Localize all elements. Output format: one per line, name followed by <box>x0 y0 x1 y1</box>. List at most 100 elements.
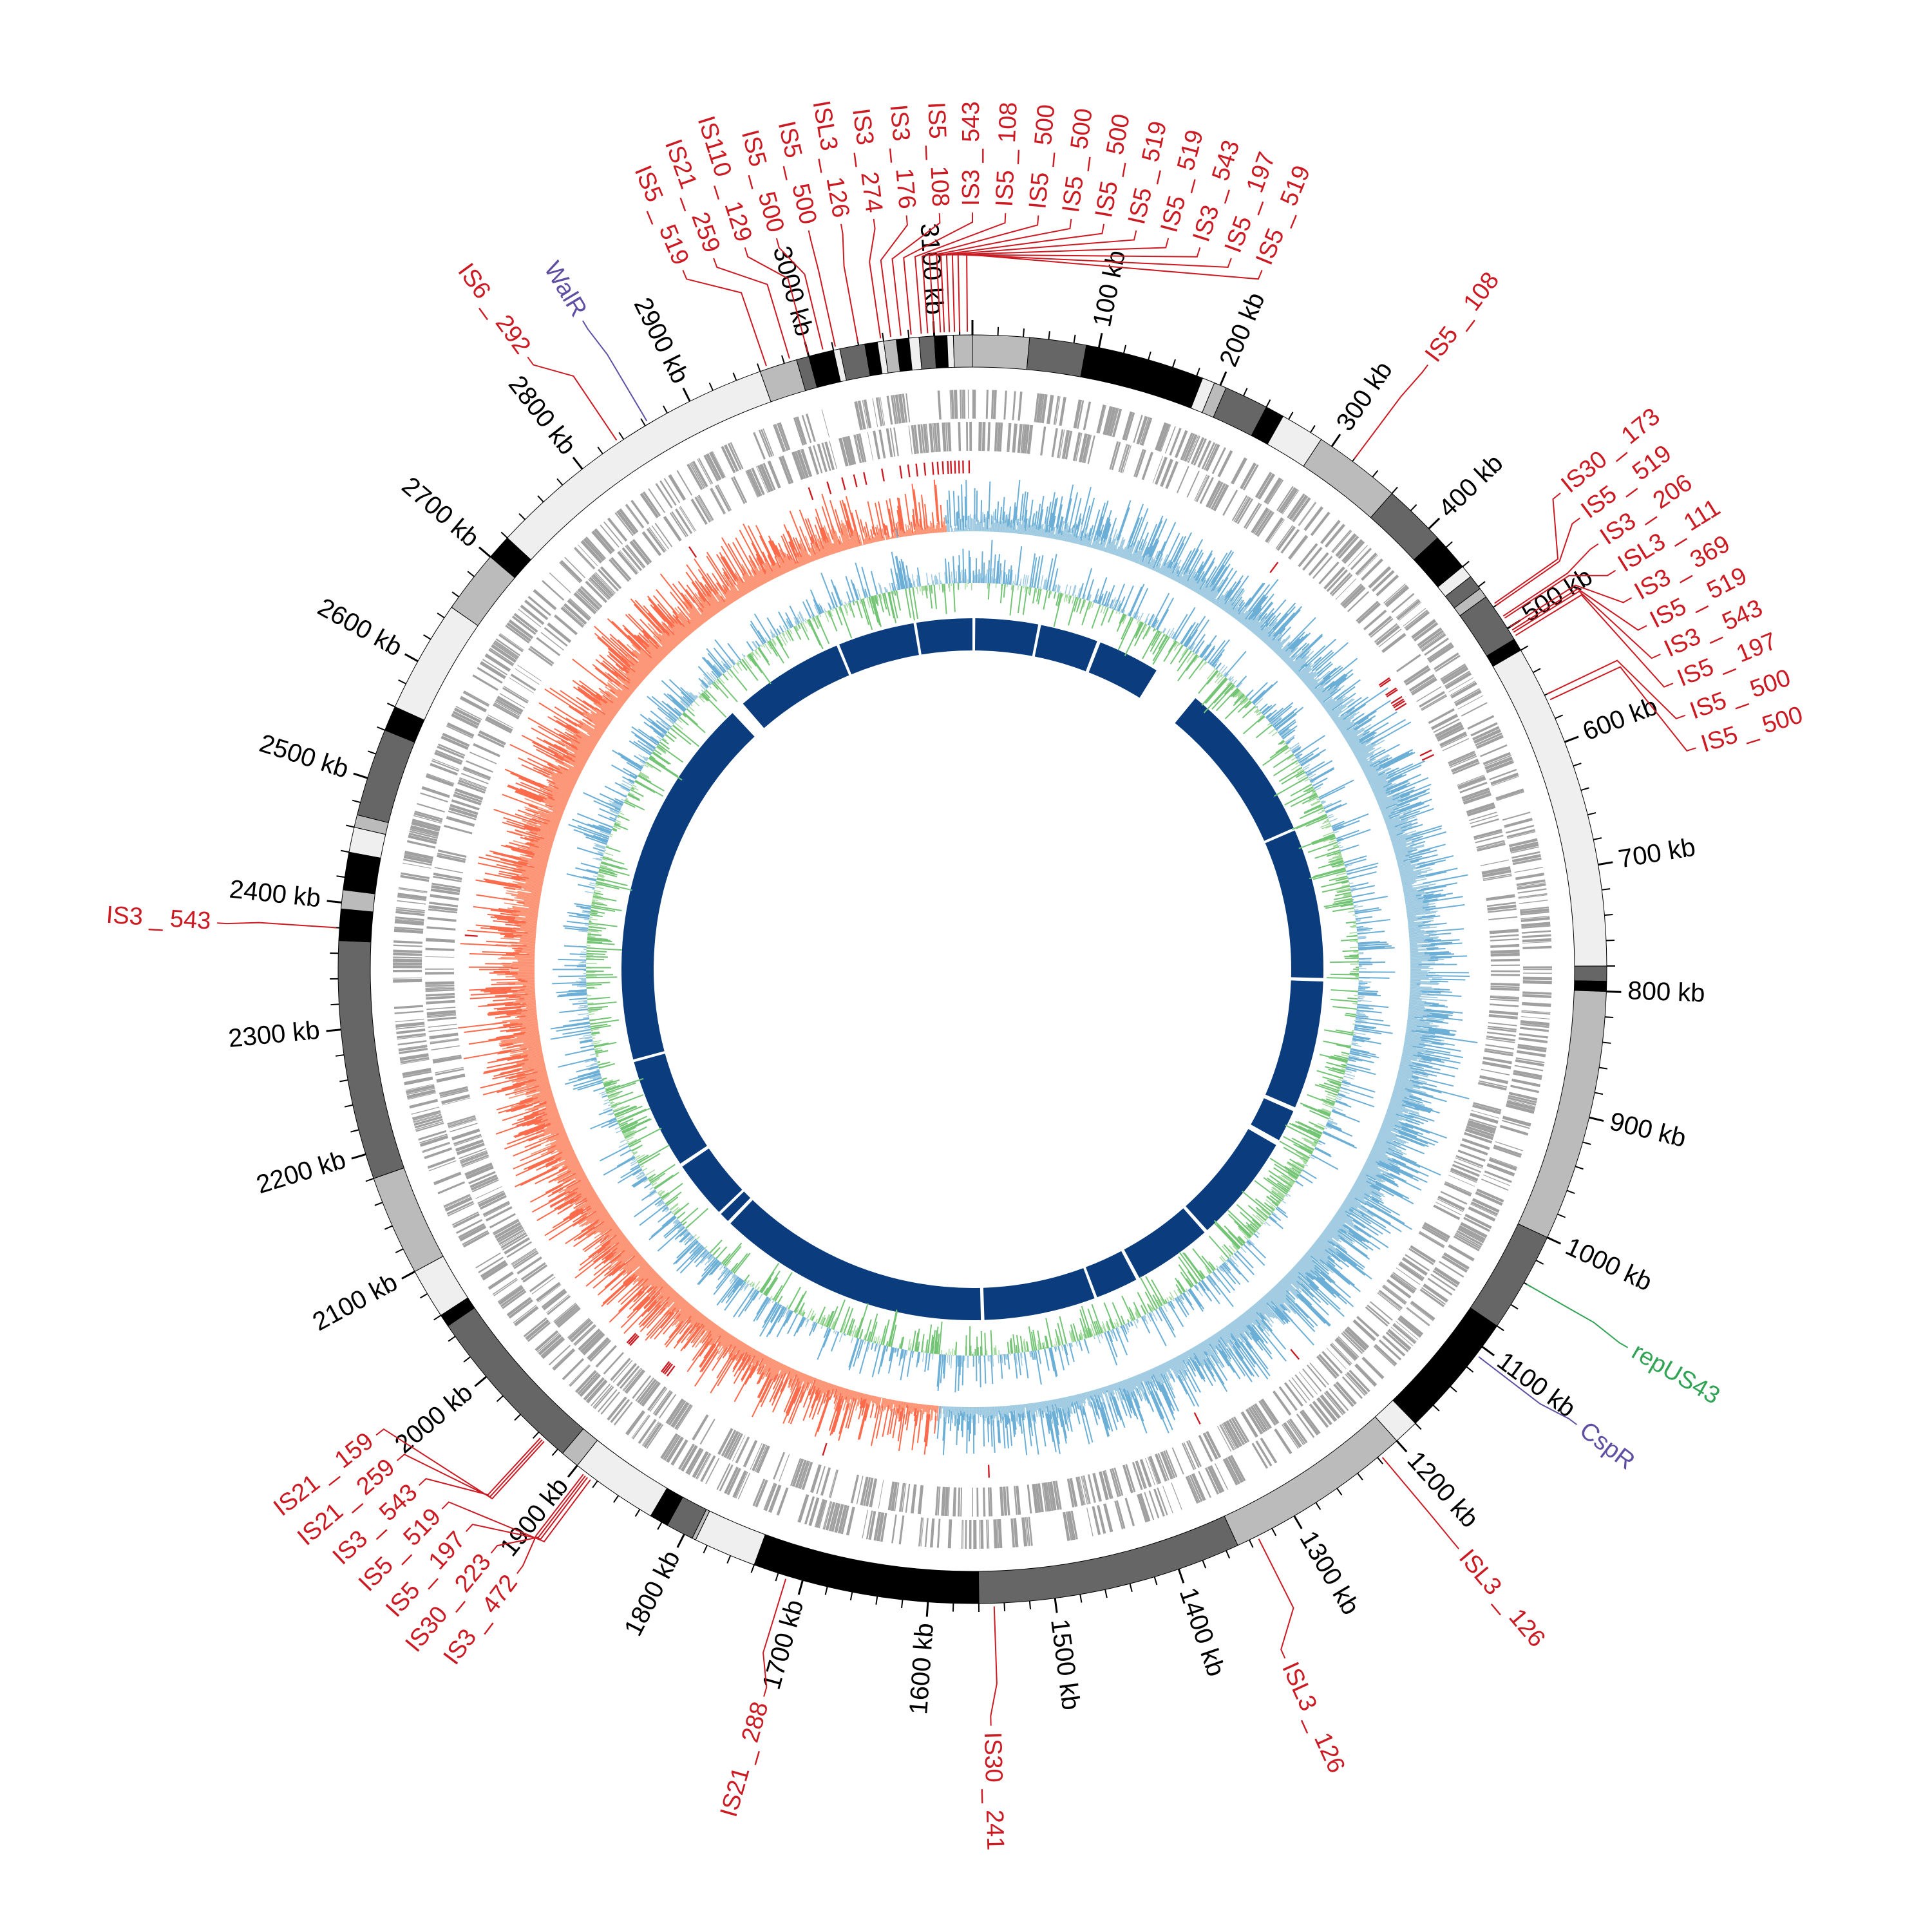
gc-content-low-fill <box>795 625 799 631</box>
gc-content-low-fill <box>1267 723 1271 726</box>
gc-content-low-line <box>1240 1211 1259 1229</box>
gc-content-high-fill <box>1012 580 1014 585</box>
gc-content-high-fill <box>1190 647 1194 651</box>
gc-content-high-fill <box>1329 1117 1331 1119</box>
gc-content-high-fill <box>701 1250 708 1258</box>
gc-content-high-line <box>1194 640 1205 654</box>
gc-content-low-fill <box>1168 1296 1172 1301</box>
gc-content-high-line <box>676 1244 703 1272</box>
gc-content-low-line <box>1271 1190 1283 1200</box>
gc-content-high-line <box>1265 712 1272 719</box>
gc-content-low-fill <box>593 895 601 897</box>
gc-content-low-fill <box>1326 819 1329 820</box>
gc-content-high-line <box>708 1262 721 1276</box>
gc-content-high-line <box>1309 767 1334 782</box>
gc-content-low-fill <box>831 1321 835 1329</box>
gc-content-high-line <box>664 1223 682 1239</box>
gc-content-high-line <box>626 762 641 772</box>
gc-content-low-fill <box>873 1336 876 1343</box>
gc-content-high-fill <box>636 1173 645 1180</box>
gc-content-low-line <box>712 683 719 690</box>
gc-content-high-line <box>677 1224 683 1229</box>
gc-content-high-fill <box>673 1219 679 1224</box>
gc-content-high-fill <box>985 573 987 583</box>
gc-content-low-fill <box>699 696 702 699</box>
gc-content-high-line <box>648 717 668 734</box>
gc-content-low-fill <box>715 680 719 685</box>
gc-content-high-fill <box>964 1355 965 1361</box>
gc-content-low-line <box>925 1339 929 1353</box>
gc-content-high-line <box>1345 1068 1357 1072</box>
gc-content-high-line <box>603 1157 636 1176</box>
gc-content-high-fill <box>1264 1222 1266 1226</box>
gc-content-low-line <box>952 583 956 612</box>
gc-content-low-fill <box>589 916 593 918</box>
gc-content-low-fill <box>618 1122 621 1124</box>
gc-content-low-line <box>1079 599 1085 614</box>
gc-content-high-line <box>620 1150 632 1157</box>
gc-content-high-fill <box>752 641 758 649</box>
gc-content-high-line <box>1106 1331 1118 1358</box>
gc-content-high-line <box>942 1354 945 1374</box>
gc-content-high-line <box>1152 620 1158 629</box>
gc-skew-positive-line <box>1421 945 1435 947</box>
gc-content-high-line <box>1160 1306 1175 1331</box>
gc-content-low-line <box>622 1126 636 1134</box>
gc-content-low-fill <box>1318 1138 1320 1141</box>
gc-content-high-fill <box>582 961 587 962</box>
gc-content-high-fill <box>780 632 782 634</box>
gc-content-high-fill <box>589 882 596 885</box>
gc-content-low-line <box>1211 685 1235 710</box>
gc-content-low-line <box>593 892 603 896</box>
gc-content-low-fill <box>588 1010 598 1012</box>
gc-content-high-line <box>1336 837 1343 841</box>
gc-content-high-line <box>1099 593 1104 605</box>
gc-content-low-line <box>589 1019 620 1025</box>
gc-content-high-fill <box>922 1352 925 1362</box>
gc-content-high-line <box>639 1204 667 1226</box>
gc-content-low-line <box>1325 1098 1336 1103</box>
gc-content-high-fill <box>1357 999 1372 1002</box>
gc-content-high-line <box>669 694 687 710</box>
gc-content-high-fill <box>978 1355 980 1364</box>
gc-content-low-line <box>1152 628 1156 632</box>
gc-content-low-line <box>1345 921 1356 924</box>
gc-content-high-line <box>620 1166 641 1179</box>
gc-content-low-line <box>1037 589 1042 605</box>
inner-ring-segment <box>1265 980 1323 1108</box>
gc-content-high-fill <box>1351 1043 1356 1045</box>
gc-content-low-line <box>614 823 629 831</box>
inner-ring-segment <box>743 645 849 728</box>
gc-content-high-line <box>778 611 789 630</box>
gc-content-low-line <box>1336 1044 1351 1048</box>
gc-skew-positive-line <box>1425 1069 1455 1077</box>
gc-content-low-fill <box>719 677 725 685</box>
gc-content-high-fill <box>610 810 619 815</box>
gc-content-high-fill <box>587 1010 589 1012</box>
gc-content-high-fill <box>1358 983 1365 985</box>
gc-content-high-line <box>1180 625 1193 644</box>
gc-content-high-line <box>621 776 634 784</box>
gc-content-low-fill <box>781 632 788 643</box>
gc-content-high-line <box>577 1072 601 1081</box>
gc-content-low-fill <box>1186 652 1195 663</box>
gc-content-high-fill <box>609 809 620 814</box>
gc-content-low-fill <box>1216 672 1220 677</box>
gc-content-high-fill <box>1006 1354 1008 1360</box>
gc-content-low-fill <box>658 1190 665 1195</box>
gc-content-high-line <box>632 1169 643 1176</box>
gc-content-low-line <box>1192 1248 1213 1273</box>
gc-content-low-line <box>1307 1094 1335 1106</box>
gc-content-low-line <box>1312 835 1336 846</box>
gc-content-low-fill <box>587 994 589 996</box>
gc-content-low-fill <box>804 620 807 624</box>
gc-content-high-fill <box>866 1341 871 1352</box>
gc-content-low-line <box>775 636 790 659</box>
gc-content-low-fill <box>1079 1329 1084 1340</box>
gc-content-low-line <box>598 1063 615 1069</box>
gc-content-high-line <box>713 647 731 669</box>
gc-content-high-line <box>559 1009 589 1014</box>
gc-content-high-line <box>568 824 609 840</box>
gc-skew-positive-line <box>1370 721 1412 745</box>
gc-skew-positive-line <box>1305 638 1337 667</box>
